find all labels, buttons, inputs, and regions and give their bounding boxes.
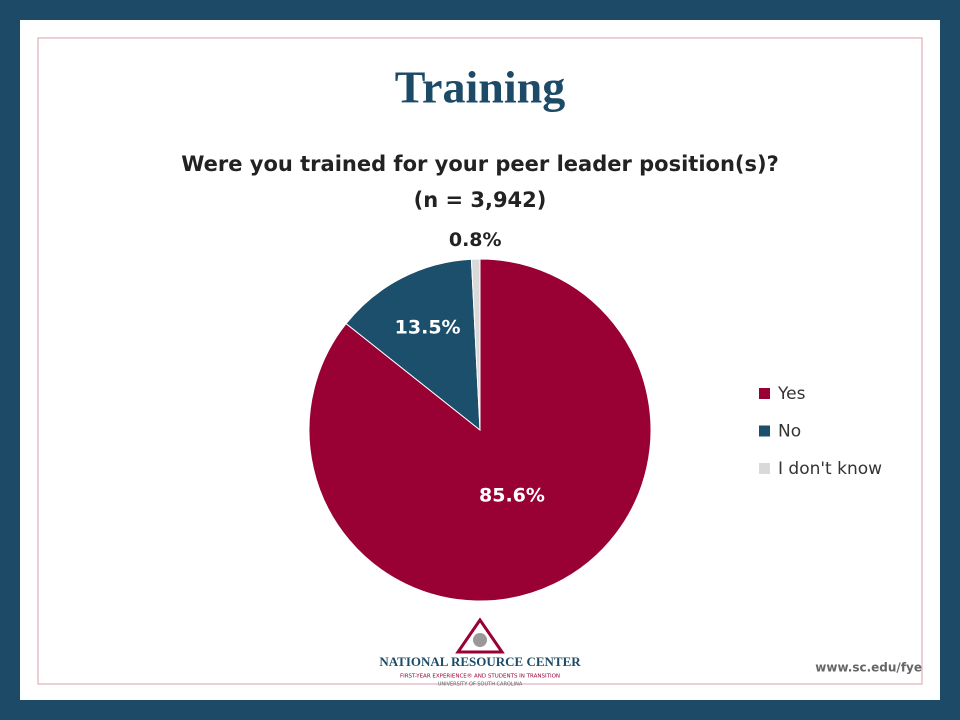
data-label: 85.6% xyxy=(479,485,545,507)
legend-swatch xyxy=(759,463,770,474)
slide-border xyxy=(37,37,923,685)
chart-subtitle: (n = 3,942) xyxy=(414,188,547,212)
pie-slice xyxy=(345,258,481,432)
legend-label: I don't know xyxy=(778,459,882,479)
pie-slice xyxy=(470,258,481,431)
logo-university: UNIVERSITY OF SOUTH CAROLINA xyxy=(438,682,523,688)
logo-circle xyxy=(473,633,487,647)
data-label: 0.8% xyxy=(449,229,502,251)
slide-title: Training xyxy=(395,62,565,113)
url: www.sc.edu/fye xyxy=(815,661,922,675)
logo: NATIONAL RESOURCE CENTER FIRST-YEAR EXPE… xyxy=(379,617,581,688)
logo-name: NATIONAL RESOURCE CENTER xyxy=(379,654,581,669)
legend-label: No xyxy=(778,422,801,442)
legend-label: Yes xyxy=(777,384,806,404)
logo-tagline: FIRST-YEAR EXPERIENCE® AND STUDENTS IN T… xyxy=(400,673,560,680)
legend-swatch xyxy=(759,425,770,437)
chart-title: Were you trained for your peer leader po… xyxy=(181,152,779,176)
legend-swatch xyxy=(759,388,770,399)
data-label: 13.5% xyxy=(395,317,461,339)
